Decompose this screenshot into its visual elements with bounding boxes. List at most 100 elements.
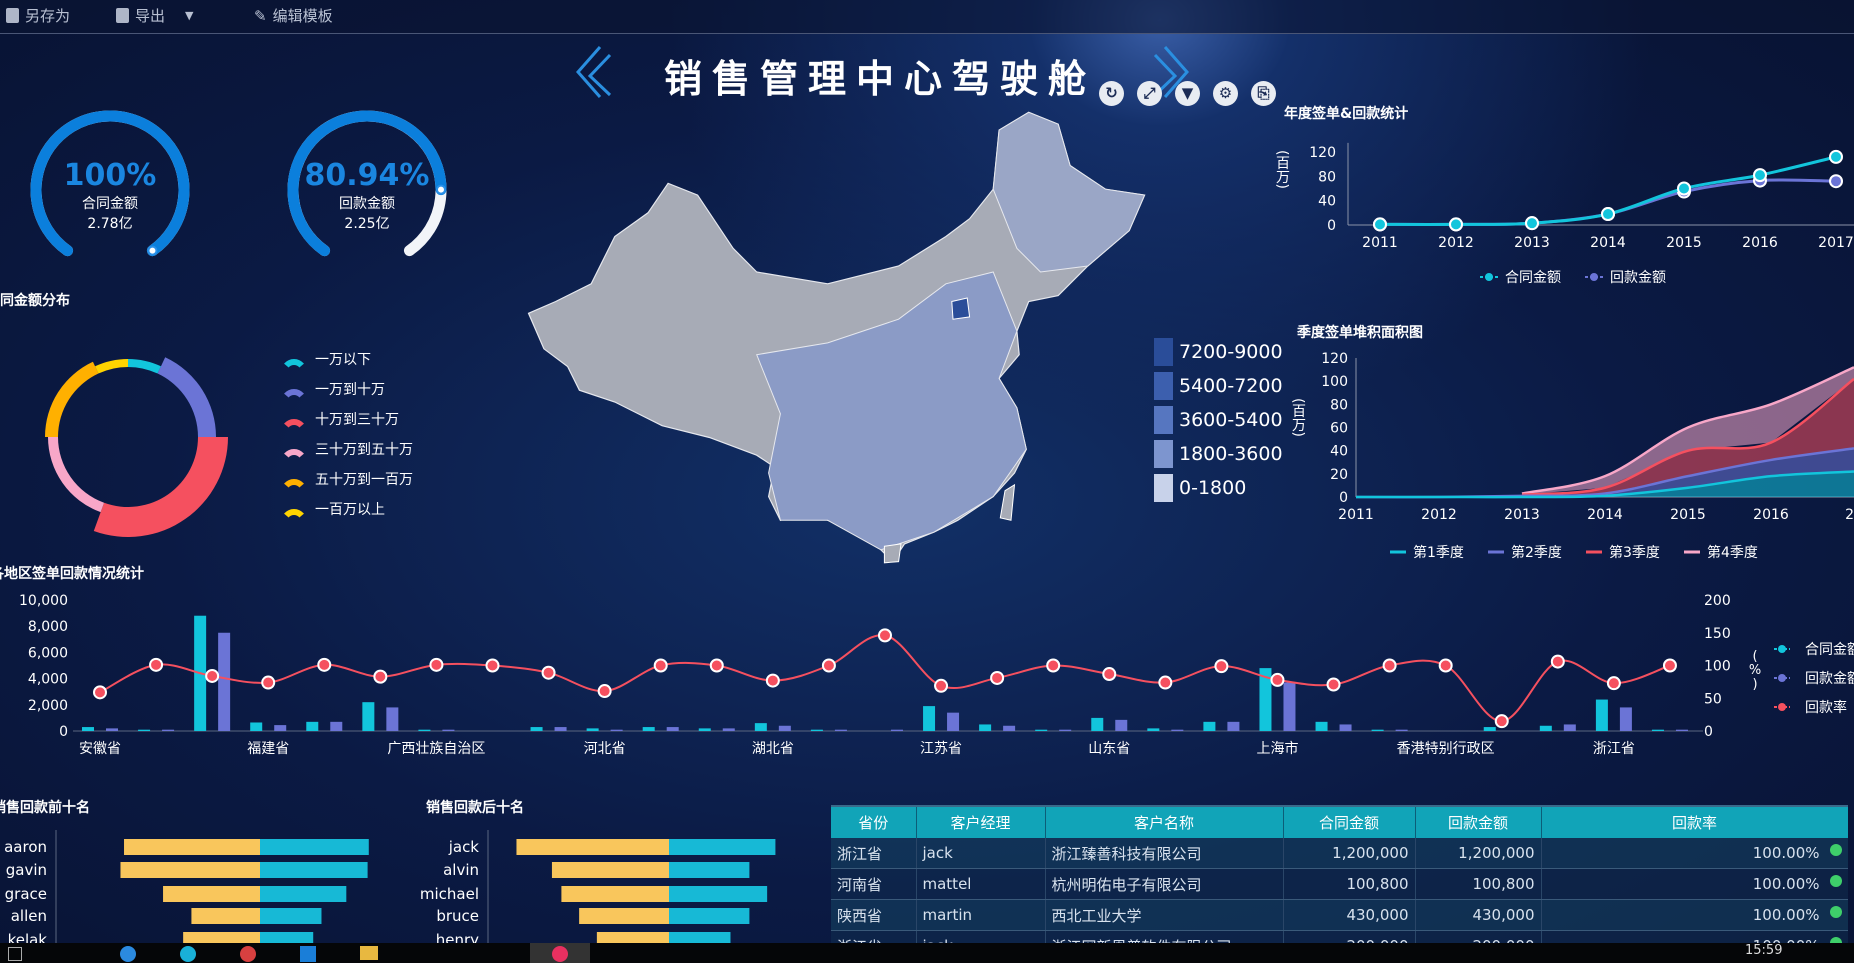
rate-point xyxy=(1046,658,1061,673)
annual-chart: 0 40 80 120 2011 2012 2013 2014 2015 2016 2017 合同金额… xyxy=(1309,142,1854,286)
x-tick-label: 2011 xyxy=(1338,507,1374,523)
rank-name: aaron xyxy=(4,838,47,856)
gauge-amount: 2.25亿 xyxy=(344,216,390,232)
map-region-east xyxy=(756,271,1027,551)
table-cell: 浙江臻善科技有限公司 xyxy=(1045,838,1284,869)
legend-label: 第1季度 xyxy=(1413,544,1464,561)
pie-slice xyxy=(128,359,161,374)
rank-name: jack xyxy=(448,838,480,856)
y-tick-label: 0 xyxy=(1327,218,1336,234)
bar xyxy=(1203,721,1216,731)
map-region-hainan xyxy=(883,543,902,564)
bar xyxy=(138,729,151,731)
column-header[interactable]: 客户经理 xyxy=(916,807,1046,838)
export-button[interactable]: 导出 ▼ xyxy=(116,5,193,26)
bar-right xyxy=(669,839,776,855)
data-point xyxy=(1373,217,1387,232)
legend-dot xyxy=(1590,273,1598,281)
column-header[interactable]: 合同金额 xyxy=(1283,807,1416,838)
refresh-icon[interactable]: ↻ xyxy=(1099,81,1124,106)
active-app[interactable] xyxy=(530,943,590,963)
table-cell: 陕西省 xyxy=(831,899,917,931)
y-tick-label: 120 xyxy=(1321,351,1348,367)
rate-point xyxy=(93,685,107,700)
area-fill xyxy=(1522,378,1854,496)
data-point xyxy=(1753,168,1767,183)
app-icon[interactable] xyxy=(240,946,256,962)
bar-left xyxy=(561,886,669,902)
export-file-icon xyxy=(116,8,129,23)
edit-template-button[interactable]: ✎ 编辑模板 xyxy=(254,5,333,26)
table-row[interactable]: 河南省 mattel 杭州明佑电子有限公司 100,800 100,800 100.00% xyxy=(831,868,1848,900)
app-icon[interactable] xyxy=(180,946,196,962)
bar xyxy=(834,729,847,731)
column-header[interactable]: 回款率 xyxy=(1541,807,1848,838)
folder-icon[interactable] xyxy=(360,946,378,960)
rank-name: allen xyxy=(11,907,47,925)
bar-right xyxy=(260,839,369,855)
regions-title: 各地区签单回款情况统计 xyxy=(0,566,144,582)
gauge-knob xyxy=(435,184,446,195)
bar xyxy=(250,722,263,731)
x-tick-label: 20 xyxy=(1845,507,1854,523)
rate-point xyxy=(485,658,500,673)
table-cell: 100.00% xyxy=(1541,899,1848,931)
bar xyxy=(1395,729,1408,731)
map-legend-item[interactable]: 0-1800 xyxy=(1154,471,1283,505)
rank-name: grace xyxy=(5,885,47,903)
x-tick-label: 江苏省 xyxy=(920,741,962,757)
fullscreen-icon[interactable]: ⤢ xyxy=(1137,81,1162,106)
x-tick-label: 2016 xyxy=(1753,507,1789,523)
gauge-label: 回款金额 xyxy=(339,196,395,212)
legend-swatch xyxy=(1154,338,1173,366)
map-legend-item[interactable]: 3600-5400 xyxy=(1154,403,1283,437)
column-header[interactable]: 客户名称 xyxy=(1045,807,1284,838)
area-line xyxy=(1521,377,1854,496)
legend-label: 回款金额 xyxy=(1805,671,1854,687)
start-icon[interactable] xyxy=(8,947,22,961)
legend-label: 第3季度 xyxy=(1609,544,1660,561)
app-icon[interactable] xyxy=(300,946,316,962)
bar-left xyxy=(120,862,260,878)
table-row[interactable]: 陕西省 martin 西北工业大学 430,000 430,000 100.00% xyxy=(831,899,1848,931)
table-row[interactable]: 浙江省 jack 浙江臻善科技有限公司 1,200,000 1,200,000 100.0… xyxy=(831,838,1848,869)
rate-point xyxy=(373,669,388,684)
bar xyxy=(890,729,903,731)
legend-swatch xyxy=(1154,372,1173,400)
x-tick-label: 2011 xyxy=(1362,235,1398,251)
legend-label: 三十万到五十万 xyxy=(315,442,413,458)
bar-right xyxy=(260,932,314,943)
map-legend-item[interactable]: 7200-9000 xyxy=(1154,335,1283,369)
x-tick-label: 2017 xyxy=(1818,235,1854,251)
legend-label: 第2季度 xyxy=(1511,544,1562,561)
export-icon[interactable]: ⎘ xyxy=(1251,81,1276,106)
rate-point xyxy=(261,675,276,690)
bar xyxy=(218,632,231,731)
column-header[interactable]: 回款金额 xyxy=(1415,807,1542,838)
x-tick-label: 2014 xyxy=(1587,507,1623,523)
bar xyxy=(1059,729,1072,731)
rank-name: michael xyxy=(420,885,479,903)
bar-right xyxy=(260,886,347,902)
table-cell: 西北工业大学 xyxy=(1045,899,1284,931)
filter-icon[interactable]: ▼ xyxy=(1175,81,1200,106)
data-point xyxy=(1601,207,1615,222)
china-map[interactable] xyxy=(500,100,1180,600)
y-tick-label: 2,000 xyxy=(28,698,68,714)
bar-left xyxy=(163,886,260,902)
column-header[interactable]: 省份 xyxy=(831,807,917,838)
map-legend-item[interactable]: 5400-7200 xyxy=(1154,369,1283,403)
data-point xyxy=(1449,217,1463,232)
chevron-down-icon[interactable]: ▼ xyxy=(185,9,194,22)
settings-icon[interactable]: ⚙ xyxy=(1213,81,1238,106)
gauge-percent: 100% xyxy=(63,158,157,193)
x-tick-label: 2012 xyxy=(1421,507,1457,523)
rate-point xyxy=(934,678,949,693)
area-line xyxy=(1521,366,1854,495)
save-icon xyxy=(6,8,19,23)
save-as-button[interactable]: 另存为 xyxy=(6,5,70,26)
browser-icon[interactable] xyxy=(120,946,136,962)
legend-dot xyxy=(1485,273,1493,281)
map-legend-item[interactable]: 1800-3600 xyxy=(1154,437,1283,471)
